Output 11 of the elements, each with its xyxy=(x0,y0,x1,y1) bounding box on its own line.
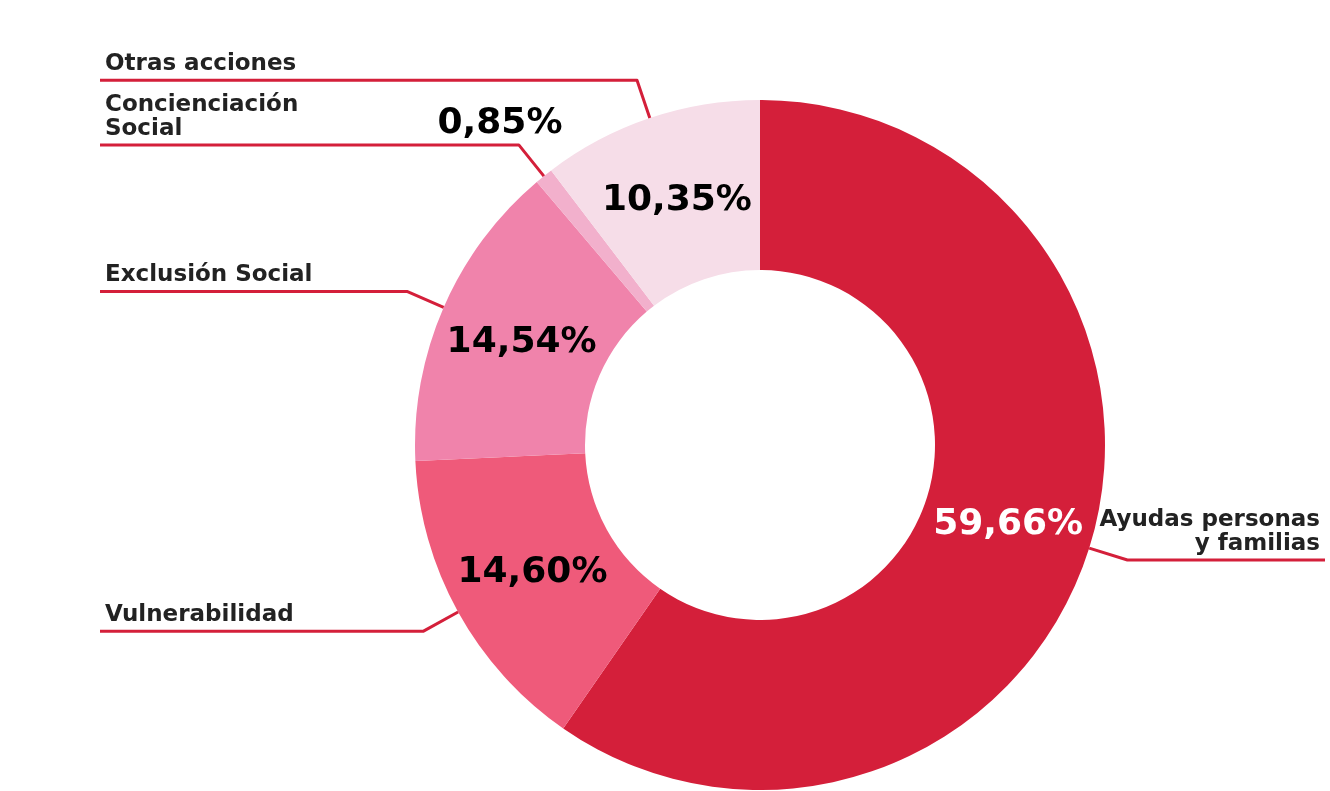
donut-slice xyxy=(415,453,661,729)
slice-label: Ayudas personas y familias xyxy=(1099,505,1320,556)
data-label: 59,66% xyxy=(933,500,1084,542)
slice-label: Otras acciones xyxy=(105,49,297,76)
slice-label: Concienciación Social xyxy=(105,89,299,140)
data-label: 10,35% xyxy=(601,176,752,218)
slice-label: Vulnerabilidad xyxy=(105,600,294,627)
data-label: 0,85% xyxy=(437,99,563,141)
data-label: 14,60% xyxy=(457,548,608,590)
data-label: 14,54% xyxy=(446,319,597,361)
slice-label: Exclusión Social xyxy=(105,260,313,287)
